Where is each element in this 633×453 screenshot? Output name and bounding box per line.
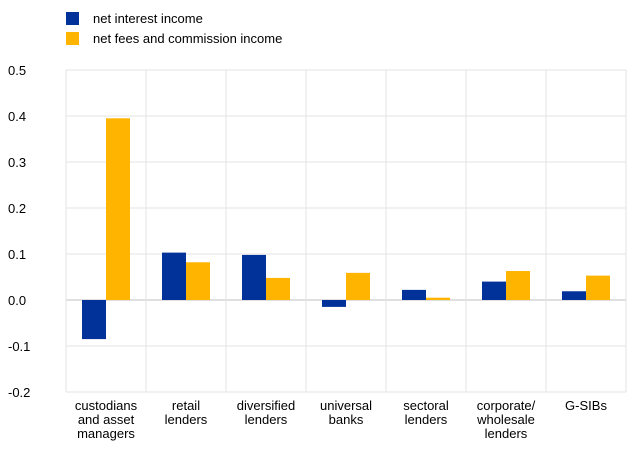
x-tick-label: custodians and asset managers [75, 398, 138, 441]
x-tick-label-line: sectoral [403, 398, 449, 413]
legend-label-net-interest-income: net interest income [93, 10, 203, 26]
x-tick-label-line: corporate/ [477, 398, 536, 413]
x-tick-label-line: wholesale [476, 412, 535, 427]
x-tick-label-line: G-SIBs [565, 398, 607, 413]
x-tick-label-line: custodians [75, 398, 138, 413]
legend-label-net-fees-commission-income: net fees and commission income [93, 30, 283, 46]
legend-item-net-fees-commission-income: net fees and commission income [66, 28, 282, 48]
bar-net-interest-income [482, 281, 506, 300]
bar-net-interest-income [402, 289, 426, 300]
x-tick-label-line: retail [172, 398, 200, 413]
legend-item-net-interest-income: net interest income [66, 8, 282, 28]
y-tick-label: -0.1 [8, 339, 30, 354]
x-tick-label-line: and asset [78, 412, 135, 427]
y-tick-label: -0.2 [8, 385, 30, 400]
y-tick-label: 0.1 [8, 247, 26, 262]
bar-net-fees-commission-income [186, 262, 210, 300]
x-tick-label: sectoral lenders [403, 398, 449, 427]
x-tick-label: retail lenders [165, 398, 208, 427]
bar-net-interest-income [242, 254, 266, 300]
y-tick-label: 0.2 [8, 201, 26, 216]
bar-net-fees-commission-income [106, 118, 130, 300]
x-tick-label-line: lenders [245, 412, 288, 427]
bar-net-fees-commission-income [266, 277, 290, 300]
legend-swatch-net-interest-income [66, 11, 79, 25]
legend-swatch-net-fees-commission-income [66, 31, 79, 45]
x-tick-label-line: managers [77, 426, 135, 441]
x-tick-label: corporate/wholesale lenders [476, 398, 536, 441]
bar-net-fees-commission-income [586, 275, 610, 300]
x-tick-label-line: universal [320, 398, 372, 413]
bar-net-interest-income [562, 291, 586, 300]
x-tick-label: diversified lenders [237, 398, 296, 427]
bar-net-fees-commission-income [346, 272, 370, 300]
bar-net-interest-income [162, 252, 186, 300]
x-tick-label-line: diversified [237, 398, 296, 413]
x-tick-label-line: banks [329, 412, 364, 427]
x-tick-label-line: lenders [165, 412, 208, 427]
bar-net-interest-income [82, 300, 106, 340]
x-tick-label: G-SIBs [565, 398, 607, 413]
bar-net-interest-income [322, 300, 346, 307]
x-tick-label-line: lenders [405, 412, 448, 427]
x-tick-label: universal banks [320, 398, 372, 427]
y-tick-label: 0.0 [8, 293, 26, 308]
legend: net interest income net fees and commiss… [66, 8, 282, 48]
bar-net-fees-commission-income [506, 271, 530, 300]
y-tick-label: 0.3 [8, 155, 26, 170]
x-tick-label-line: lenders [485, 426, 528, 441]
y-tick-label: 0.4 [8, 109, 26, 124]
y-tick-label: 0.5 [8, 63, 26, 78]
bar-net-fees-commission-income [426, 297, 450, 300]
